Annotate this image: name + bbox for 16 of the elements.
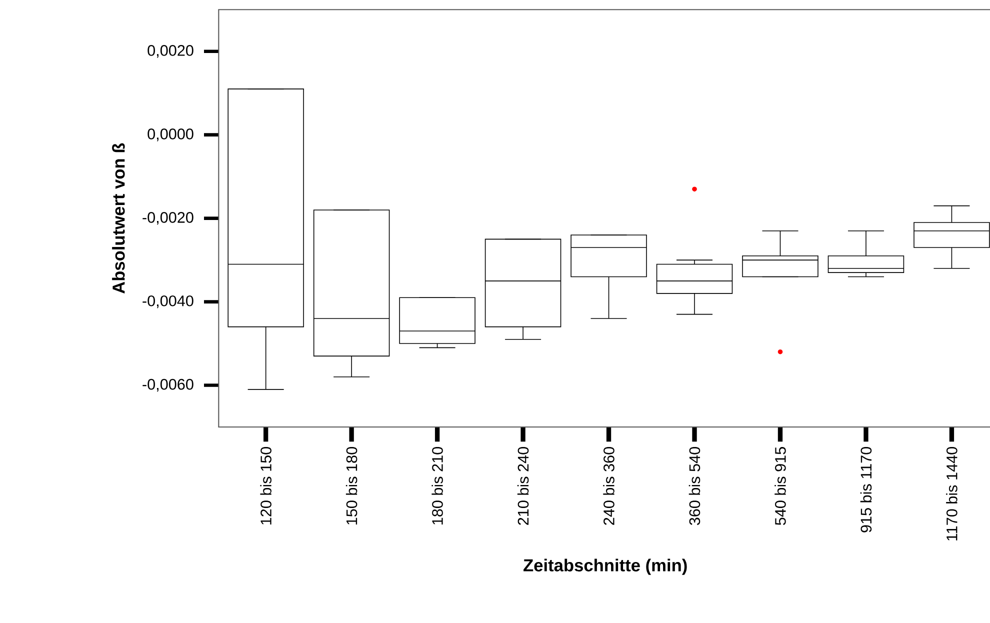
x-tick-label: 210 bis 240 xyxy=(517,446,529,525)
x-tick-label: 150 bis 180 xyxy=(346,446,358,524)
x-tick-label: 180 bis 210 xyxy=(432,446,443,524)
y-axis-title: Absolutwert von ß xyxy=(112,143,125,294)
x-tick-label: 1170 bis 1440 xyxy=(946,446,958,540)
y-tick-label: -0,0060 xyxy=(142,378,194,392)
x-tick-label: 915 bis 1170 xyxy=(860,446,872,532)
x-tick-label: 240 bis 360 xyxy=(603,446,614,525)
x-tick-label: 120 bis 150 xyxy=(260,446,272,524)
y-tick-label: 0,0020 xyxy=(148,45,194,58)
x-axis-title: Zeitabschnitte (min) xyxy=(524,558,687,575)
y-tick-label: 0,0000 xyxy=(148,128,194,142)
y-tick-label: -0,0040 xyxy=(142,295,194,308)
y-tick-label: -0,0020 xyxy=(142,212,194,225)
x-tick-label: 360 bis 540 xyxy=(688,446,700,526)
x-tick-label: 540 bis 915 xyxy=(774,447,786,526)
